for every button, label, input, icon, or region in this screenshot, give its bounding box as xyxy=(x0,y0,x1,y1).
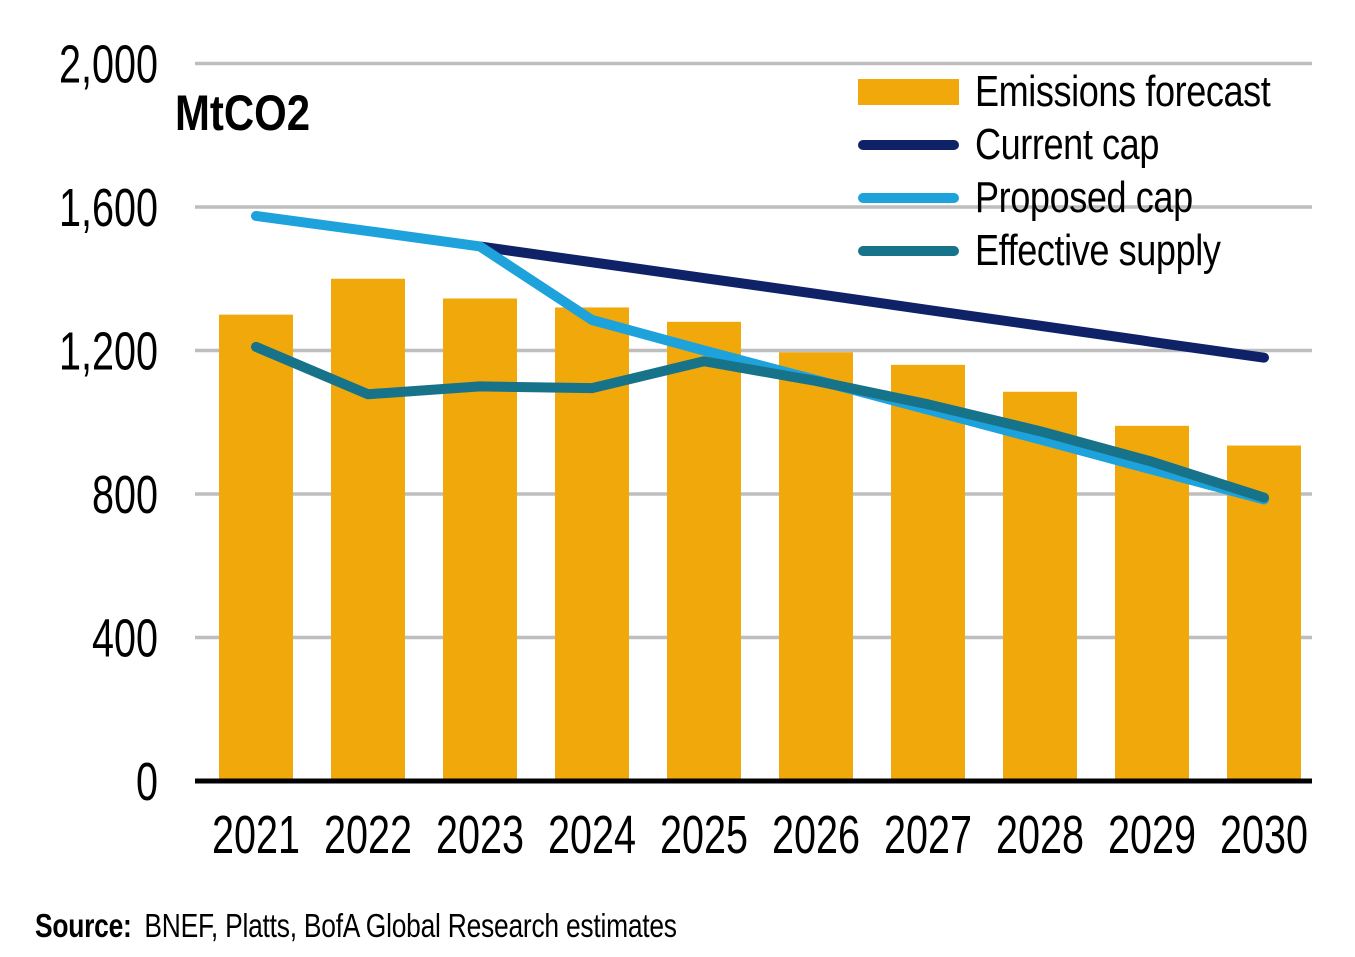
y-tick-label-1200: 1,200 xyxy=(59,322,158,382)
bar-2022 xyxy=(331,278,405,781)
y-tick-label-400: 400 xyxy=(92,609,158,669)
x-tick-label-2026: 2026 xyxy=(772,805,860,865)
y-tick-label-1600: 1,600 xyxy=(59,178,158,238)
x-tick-label-2028: 2028 xyxy=(996,805,1084,865)
line-proposed-cap xyxy=(251,210,1269,505)
bar-2021 xyxy=(219,314,293,781)
legend-item-current-cap: Current cap xyxy=(858,118,1335,171)
effective-supply-line-swatch-icon xyxy=(858,245,959,256)
legend-label: Effective supply xyxy=(975,225,1221,275)
source-label: Source: xyxy=(35,907,132,944)
emissions-forecast-swatch-icon xyxy=(858,78,959,105)
x-tick-label-2024: 2024 xyxy=(548,805,636,865)
x-tick-label-2021: 2021 xyxy=(212,805,300,865)
x-tick-label-2023: 2023 xyxy=(436,805,524,865)
x-tick-label-2025: 2025 xyxy=(660,805,748,865)
current-cap-line-swatch-icon xyxy=(858,139,959,150)
x-tick-label-2030: 2030 xyxy=(1220,805,1308,865)
bar-2027 xyxy=(891,364,965,781)
proposed-cap-line-swatch-icon xyxy=(858,192,959,203)
line-current-cap xyxy=(475,241,1269,363)
line-effective-supply xyxy=(251,341,1269,503)
legend-swatch-wrap xyxy=(858,78,975,105)
legend-swatch-wrap xyxy=(858,245,975,256)
legend-item-effective-supply: Effective supply xyxy=(858,224,1335,277)
x-tick-label-2029: 2029 xyxy=(1108,805,1196,865)
source-line: Source: BNEF, Platts, BofA Global Researc… xyxy=(35,907,677,945)
y-tick-label-2000: 2,000 xyxy=(59,35,158,95)
y-tick-label-0: 0 xyxy=(136,752,158,812)
bar-2023 xyxy=(443,298,517,781)
legend-label: Emissions forecast xyxy=(975,66,1271,116)
legend-item-emissions-forecast: Emissions forecast xyxy=(858,65,1335,118)
legend-swatch-wrap xyxy=(858,192,975,203)
legend-label: Current cap xyxy=(975,119,1160,169)
source-text: BNEF, Platts, BofA Global Research estim… xyxy=(144,907,677,944)
x-tick-label-2022: 2022 xyxy=(324,805,412,865)
bar-2029 xyxy=(1115,425,1189,781)
legend-item-proposed-cap: Proposed cap xyxy=(858,171,1335,224)
y-axis-unit-label: MtCO2 xyxy=(175,85,310,141)
legend-label: Proposed cap xyxy=(975,172,1193,222)
bar-2026 xyxy=(779,352,853,781)
bar-2028 xyxy=(1003,391,1077,781)
y-tick-label-800: 800 xyxy=(92,465,158,525)
x-tick-label-2027: 2027 xyxy=(884,805,972,865)
bar-2025 xyxy=(667,321,741,781)
legend: Emissions forecast Current cap Proposed … xyxy=(858,65,1335,277)
legend-swatch-wrap xyxy=(858,139,975,150)
